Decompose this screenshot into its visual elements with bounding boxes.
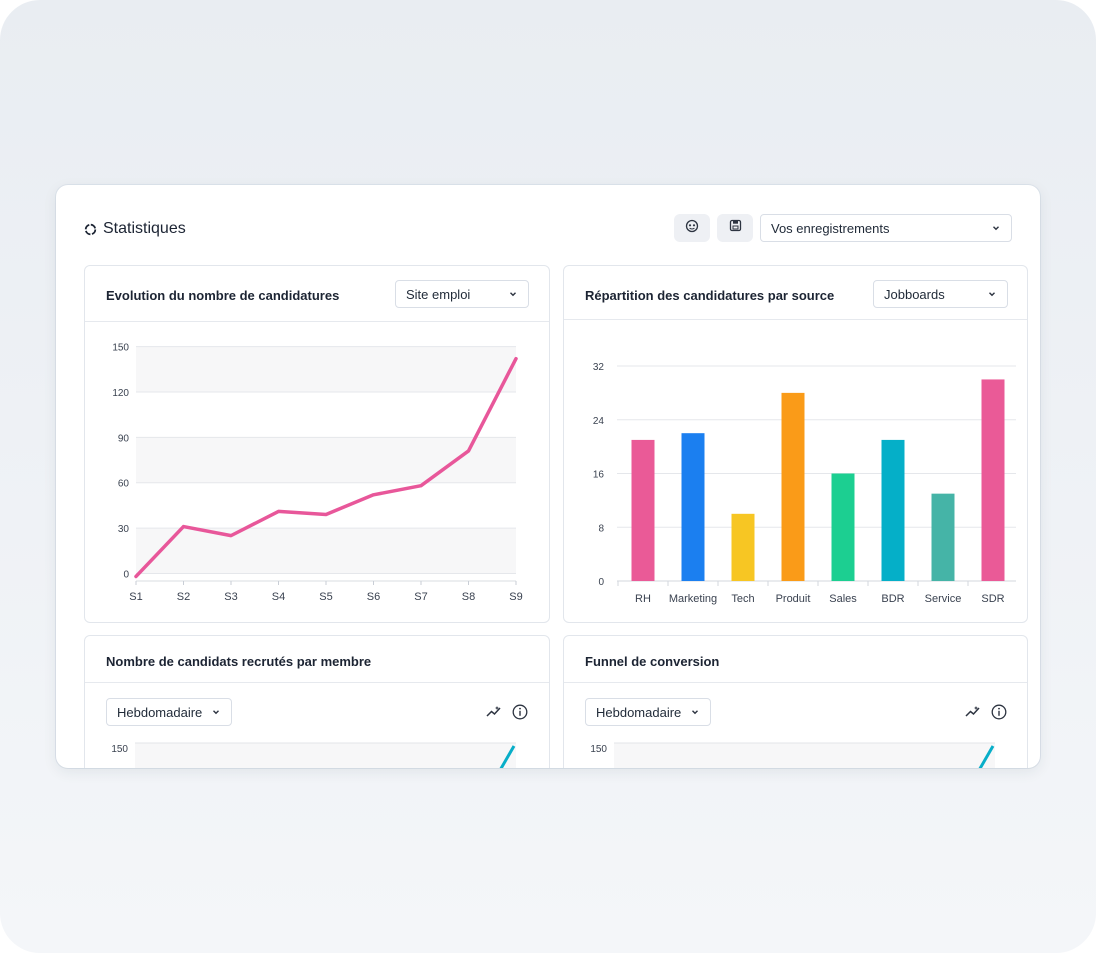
- filter-mask-button[interactable]: [674, 214, 710, 242]
- y-tick-label: 16: [593, 470, 605, 481]
- bar: [631, 439, 655, 581]
- evolution-source-select[interactable]: Site emploi: [395, 280, 529, 308]
- trend-chart-button[interactable]: [485, 703, 503, 721]
- repartition-source-select-value: Jobboards: [884, 286, 945, 302]
- save-button[interactable]: [717, 214, 753, 242]
- evolution-line-chart: 150 120 90 60 30 0S1 S2 S3 S4 S5 S6 S7 S8 S9: [112, 343, 522, 603]
- y-tick-label: 120: [112, 388, 129, 399]
- x-tick-label: Service: [925, 593, 962, 605]
- chevron-down-icon: [211, 707, 221, 717]
- repartition-source-select[interactable]: Jobboards: [873, 280, 1008, 308]
- recrutes-period-select[interactable]: Hebdomadaire: [106, 698, 232, 726]
- funnel-chart-preview: 150: [590, 742, 995, 768]
- y-tick-label: 150: [590, 744, 607, 755]
- page-title-text: Statistiques: [103, 220, 186, 237]
- loading-ring-icon: [84, 223, 97, 236]
- y-tick-label: 30: [118, 524, 130, 535]
- x-tick-label: S5: [319, 591, 332, 603]
- y-tick-label: 32: [593, 362, 605, 373]
- chart-band: [135, 743, 516, 768]
- y-tick-label: 90: [118, 433, 130, 444]
- y-tick-label: 24: [593, 416, 605, 427]
- grid-band: [136, 528, 516, 574]
- x-tick-label: Sales: [829, 593, 857, 605]
- funnel-card: Funnel de conversion Hebdomadaire 150: [563, 635, 1028, 768]
- x-tick-label: Tech: [731, 593, 754, 605]
- card-divider: [564, 319, 1027, 320]
- recrutes-period-select-value: Hebdomadaire: [117, 704, 203, 720]
- bar: [781, 392, 805, 581]
- recrutes-card: Nombre de candidats recrutés par membre …: [84, 635, 550, 768]
- info-icon: [991, 704, 1007, 720]
- evolution-card-title: Evolution du nombre de candidatures: [106, 288, 340, 303]
- x-tick-label: S4: [272, 591, 285, 603]
- x-tick-label: S6: [367, 591, 380, 603]
- x-tick-label: S2: [177, 591, 190, 603]
- evolution-source-select-value: Site emploi: [406, 286, 471, 302]
- x-tick-label: Marketing: [669, 593, 717, 605]
- y-tick-label: 0: [123, 569, 129, 580]
- y-tick-label: 150: [111, 744, 128, 755]
- series-line: [499, 745, 516, 768]
- chevron-down-icon: [991, 223, 1001, 233]
- statistics-panel: Statistiques Vos enregistrements Evoluti…: [56, 185, 1040, 768]
- x-tick-label: SDR: [981, 593, 1004, 605]
- x-tick-label: S3: [224, 591, 237, 603]
- chart-band: [614, 743, 995, 768]
- repartition-bar-chart: 32 24 16 8 0 RH Marketing Tech Produit Sales BDR Se…: [593, 362, 1016, 605]
- card-divider: [85, 321, 549, 322]
- x-tick-label: S9: [509, 591, 522, 603]
- card-divider: [564, 682, 1027, 683]
- x-tick-label: S1: [129, 591, 142, 603]
- recrutes-card-title: Nombre de candidats recrutés par membre: [106, 654, 372, 669]
- funnel-card-title: Funnel de conversion: [585, 654, 720, 669]
- info-button[interactable]: [990, 703, 1008, 721]
- y-tick-label: 150: [112, 343, 129, 354]
- trend-sparkle-icon: [965, 706, 980, 717]
- grid-band: [136, 346, 516, 392]
- trend-chart-button[interactable]: [964, 703, 982, 721]
- x-tick-label: S7: [414, 591, 427, 603]
- funnel-period-select[interactable]: Hebdomadaire: [585, 698, 711, 726]
- chevron-down-icon: [987, 289, 997, 299]
- saved-views-select[interactable]: Vos enregistrements: [760, 214, 1012, 242]
- card-divider: [85, 682, 549, 683]
- info-icon: [512, 704, 528, 720]
- x-tick-label: S8: [462, 591, 475, 603]
- chevron-down-icon: [508, 289, 518, 299]
- y-tick-label: 60: [118, 479, 130, 490]
- repartition-card: Répartition des candidatures par source …: [563, 265, 1028, 623]
- chevron-down-icon: [690, 707, 700, 717]
- funnel-period-select-value: Hebdomadaire: [596, 704, 682, 720]
- x-tick-label: RH: [635, 593, 651, 605]
- bar: [731, 513, 755, 581]
- bar: [931, 493, 955, 581]
- y-tick-label: 0: [598, 577, 604, 588]
- repartition-card-title: Répartition des candidatures par source: [585, 288, 835, 303]
- grid-band: [136, 437, 516, 483]
- info-button[interactable]: [511, 703, 529, 721]
- trend-sparkle-icon: [486, 706, 501, 717]
- y-tick-label: 8: [598, 523, 604, 534]
- bar: [881, 439, 905, 581]
- evolution-card: Evolution du nombre de candidatures Site…: [84, 265, 550, 623]
- recrutes-chart-preview: 150: [111, 742, 516, 768]
- save-icon: [729, 219, 742, 237]
- bar: [981, 379, 1005, 581]
- series-line: [978, 745, 995, 768]
- filter-mask-icon: [685, 219, 699, 238]
- saved-views-select-value: Vos enregistrements: [771, 220, 890, 236]
- bar: [681, 433, 705, 581]
- x-tick-label: BDR: [881, 593, 904, 605]
- bar: [831, 473, 855, 581]
- x-tick-label: Produit: [776, 593, 811, 605]
- page-title: Statistiques: [84, 219, 186, 239]
